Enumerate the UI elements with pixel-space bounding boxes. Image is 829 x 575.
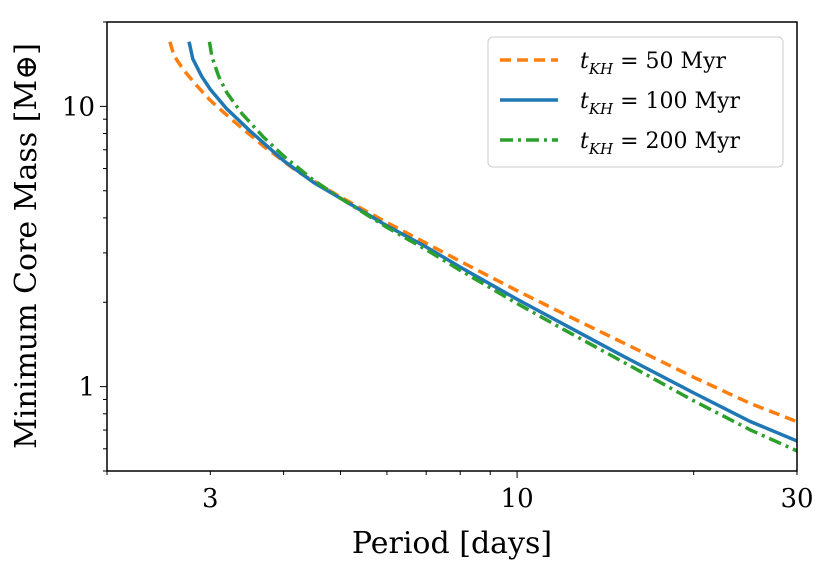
legend-label-1: tKH = 50 Myr (580, 49, 727, 78)
y-tick-label: 1 (78, 373, 95, 403)
series-lines (168, 41, 798, 453)
series-line-3 (207, 41, 798, 453)
legend: tKH = 50 Myr tKH = 100 Myr tKH = 200 Myr (487, 36, 784, 168)
x-tick-label: 3 (202, 484, 219, 514)
tick-labels: 3 10 30 1 10 (62, 92, 814, 514)
y-tick-label: 10 (62, 92, 95, 122)
legend-label-3: tKH = 200 Myr (580, 129, 741, 158)
y-axis-label: Minimum Core Mass [M⊕] (9, 43, 44, 449)
x-tick-label: 10 (501, 484, 534, 514)
series-line-1 (168, 41, 798, 424)
x-axis-label: Period [days] (352, 526, 552, 561)
legend-box (487, 36, 784, 168)
x-tick-label: 30 (780, 484, 813, 514)
plot-frame (106, 21, 798, 472)
legend-label-2: tKH = 100 Myr (580, 89, 741, 118)
